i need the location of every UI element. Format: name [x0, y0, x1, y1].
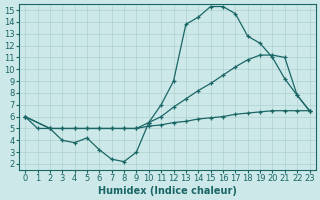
X-axis label: Humidex (Indice chaleur): Humidex (Indice chaleur) — [98, 186, 237, 196]
